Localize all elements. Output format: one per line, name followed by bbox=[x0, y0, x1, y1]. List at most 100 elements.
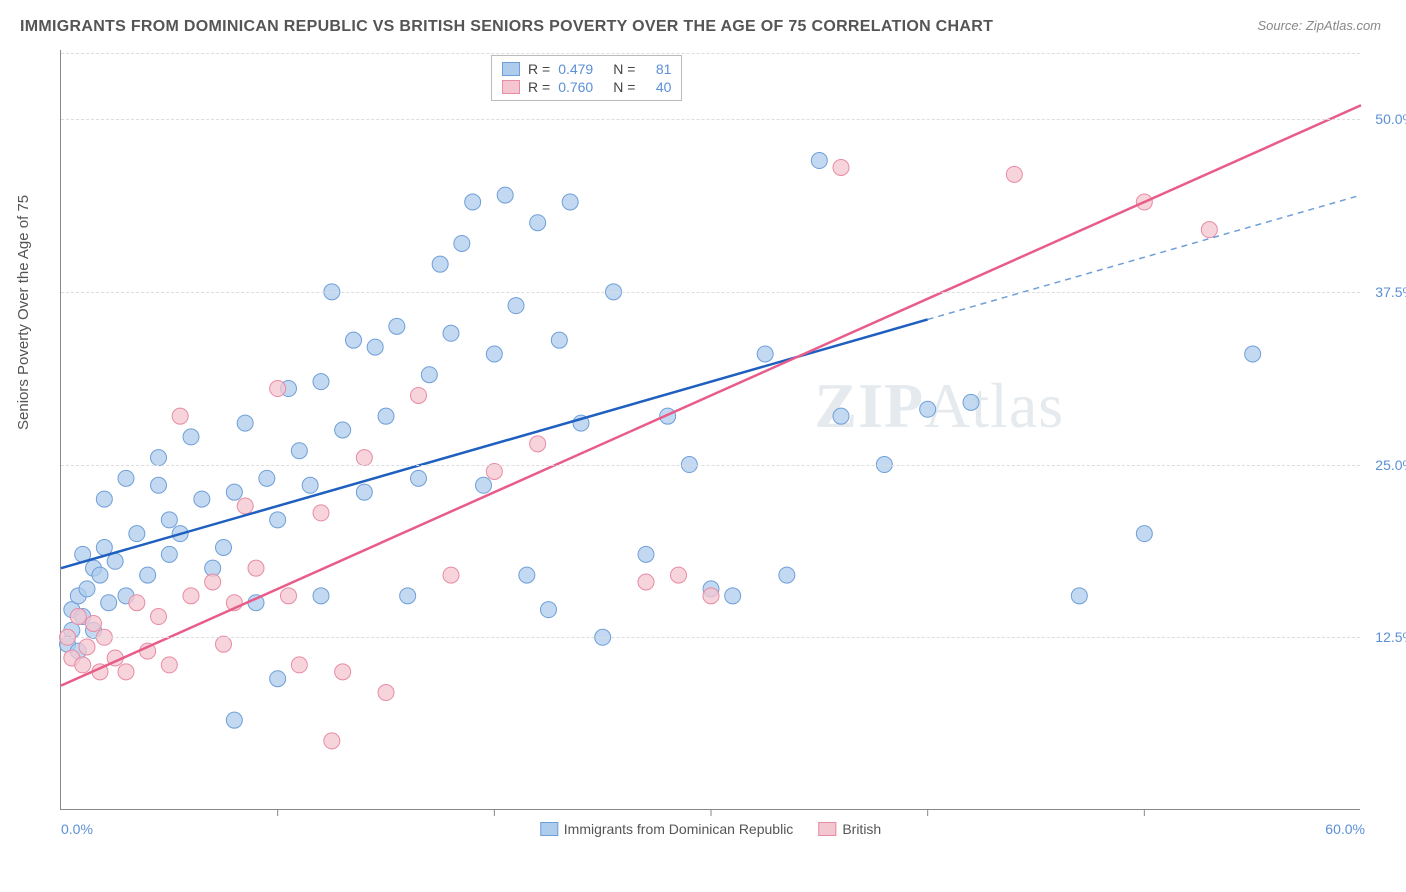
legend-swatch bbox=[818, 822, 836, 836]
scatter-point bbox=[811, 153, 827, 169]
scatter-point bbox=[237, 498, 253, 514]
scatter-point bbox=[551, 332, 567, 348]
scatter-point bbox=[541, 602, 557, 618]
legend-n-label: N = bbox=[613, 79, 635, 95]
scatter-point bbox=[216, 636, 232, 652]
scatter-point bbox=[161, 546, 177, 562]
trend-line-dashed bbox=[928, 195, 1361, 319]
scatter-point bbox=[465, 194, 481, 210]
plot-svg bbox=[61, 50, 1360, 809]
scatter-point bbox=[226, 484, 242, 500]
legend-top: R = 0.479N = 81R = 0.760N = 40 bbox=[491, 55, 682, 101]
scatter-point bbox=[151, 477, 167, 493]
legend-row: R = 0.479N = 81 bbox=[502, 60, 671, 78]
scatter-point bbox=[638, 574, 654, 590]
scatter-point bbox=[400, 588, 416, 604]
scatter-point bbox=[1245, 346, 1261, 362]
legend-label: British bbox=[842, 821, 881, 837]
scatter-point bbox=[107, 553, 123, 569]
scatter-point bbox=[725, 588, 741, 604]
scatter-point bbox=[151, 450, 167, 466]
scatter-point bbox=[237, 415, 253, 431]
y-tick-label: 25.0% bbox=[1375, 457, 1406, 473]
scatter-point bbox=[1136, 526, 1152, 542]
scatter-point bbox=[432, 256, 448, 272]
scatter-point bbox=[454, 235, 470, 251]
scatter-point bbox=[86, 615, 102, 631]
scatter-point bbox=[757, 346, 773, 362]
scatter-point bbox=[443, 325, 459, 341]
scatter-point bbox=[367, 339, 383, 355]
scatter-point bbox=[183, 588, 199, 604]
y-axis-label: Seniors Poverty Over the Age of 75 bbox=[15, 195, 32, 430]
scatter-point bbox=[833, 408, 849, 424]
legend-bottom: Immigrants from Dominican Republic Britis… bbox=[540, 821, 881, 837]
scatter-point bbox=[161, 657, 177, 673]
scatter-point bbox=[671, 567, 687, 583]
scatter-point bbox=[194, 491, 210, 507]
grid-line bbox=[61, 119, 1360, 120]
scatter-point bbox=[389, 318, 405, 334]
scatter-point bbox=[486, 463, 502, 479]
legend-r-label: R = bbox=[528, 61, 550, 77]
scatter-point bbox=[101, 595, 117, 611]
scatter-point bbox=[140, 567, 156, 583]
scatter-point bbox=[302, 477, 318, 493]
scatter-point bbox=[129, 526, 145, 542]
scatter-point bbox=[313, 374, 329, 390]
scatter-point bbox=[92, 567, 108, 583]
scatter-point bbox=[118, 664, 134, 680]
legend-row: R = 0.760N = 40 bbox=[502, 78, 671, 96]
x-tick-right: 60.0% bbox=[1325, 821, 1365, 837]
scatter-point bbox=[205, 574, 221, 590]
scatter-point bbox=[356, 484, 372, 500]
scatter-point bbox=[226, 712, 242, 728]
legend-swatch bbox=[502, 62, 520, 76]
scatter-point bbox=[291, 657, 307, 673]
scatter-point bbox=[378, 408, 394, 424]
scatter-point bbox=[411, 470, 427, 486]
scatter-point bbox=[476, 477, 492, 493]
scatter-point bbox=[75, 657, 91, 673]
scatter-point bbox=[411, 387, 427, 403]
grid-line bbox=[61, 53, 1360, 54]
legend-label: Immigrants from Dominican Republic bbox=[564, 821, 794, 837]
grid-line bbox=[61, 292, 1360, 293]
chart-title: IMMIGRANTS FROM DOMINICAN REPUBLIC VS BR… bbox=[20, 18, 993, 36]
scatter-point bbox=[172, 408, 188, 424]
scatter-point bbox=[270, 512, 286, 528]
scatter-point bbox=[530, 436, 546, 452]
scatter-point bbox=[270, 381, 286, 397]
grid-line bbox=[61, 465, 1360, 466]
legend-n-value: 81 bbox=[643, 61, 671, 77]
legend-item: British bbox=[818, 821, 881, 837]
y-tick-label: 50.0% bbox=[1375, 111, 1406, 127]
legend-n-label: N = bbox=[613, 61, 635, 77]
scatter-point bbox=[508, 298, 524, 314]
scatter-point bbox=[335, 422, 351, 438]
scatter-point bbox=[324, 733, 340, 749]
scatter-point bbox=[497, 187, 513, 203]
scatter-point bbox=[313, 588, 329, 604]
scatter-point bbox=[183, 429, 199, 445]
chart-container: IMMIGRANTS FROM DOMINICAN REPUBLIC VS BR… bbox=[0, 0, 1406, 892]
scatter-point bbox=[1071, 588, 1087, 604]
scatter-point bbox=[703, 588, 719, 604]
plot-area: ZIPAtlas R = 0.479N = 81R = 0.760N = 40 … bbox=[60, 50, 1360, 810]
scatter-point bbox=[248, 560, 264, 576]
scatter-point bbox=[530, 215, 546, 231]
x-tick-left: 0.0% bbox=[61, 821, 93, 837]
grid-line bbox=[61, 637, 1360, 638]
scatter-point bbox=[1006, 166, 1022, 182]
legend-swatch bbox=[540, 822, 558, 836]
y-tick-label: 12.5% bbox=[1375, 629, 1406, 645]
scatter-point bbox=[259, 470, 275, 486]
scatter-point bbox=[118, 470, 134, 486]
legend-swatch bbox=[502, 80, 520, 94]
scatter-point bbox=[96, 491, 112, 507]
scatter-point bbox=[151, 609, 167, 625]
scatter-point bbox=[1201, 222, 1217, 238]
legend-r-label: R = bbox=[528, 79, 550, 95]
scatter-point bbox=[79, 581, 95, 597]
source-label: Source: ZipAtlas.com bbox=[1257, 18, 1381, 33]
